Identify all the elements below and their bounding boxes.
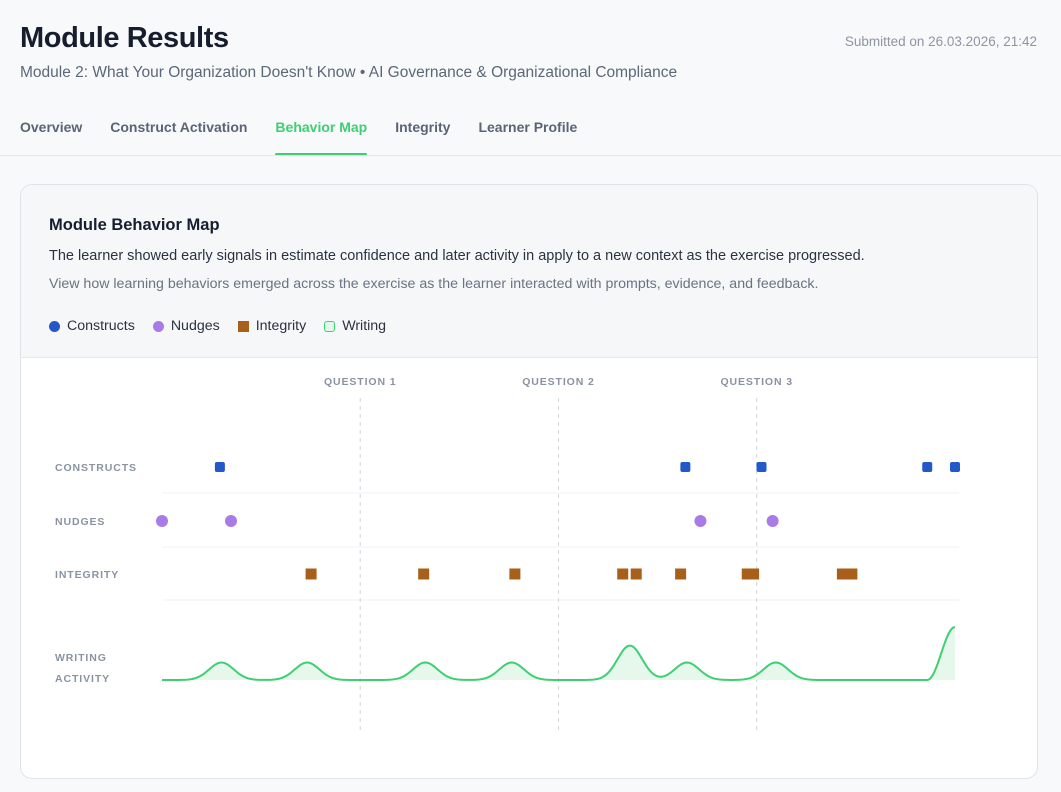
tab-overview[interactable]: Overview <box>20 119 83 135</box>
question-label-3: QUESTION 3 <box>720 376 793 388</box>
card-title: Module Behavior Map <box>49 216 220 234</box>
card-description: View how learning behaviors emerged acro… <box>49 276 819 292</box>
tabs-divider <box>0 155 1061 156</box>
question-label-1: QUESTION 1 <box>324 376 397 388</box>
writing-swatch <box>324 320 336 332</box>
construct-marker <box>950 462 960 472</box>
question-label-2: QUESTION 2 <box>522 376 595 388</box>
construct-marker <box>214 462 225 472</box>
tab-behavior-map[interactable]: Behavior Map <box>275 112 367 156</box>
legend-label-integrity: Integrity <box>255 318 307 334</box>
behavior-map-chart: QUESTION 1 QUESTION 2 QUESTION 3 CONSTRUCTS… <box>55 376 960 730</box>
integrity-marker <box>305 568 317 580</box>
card-summary: The learner showed early signals in esti… <box>49 248 865 264</box>
legend-label-nudges: Nudges <box>170 318 220 334</box>
legend-item-writing: Writing <box>324 318 386 334</box>
submitted-timestamp: Submitted on 26.03.2026, 21:42 <box>844 34 1037 49</box>
tab-bar: Overview Construct Activation Behavior M… <box>20 112 577 156</box>
integrity-marker <box>418 568 430 580</box>
construct-marker <box>680 462 691 472</box>
legend-label-constructs: Constructs <box>67 318 135 334</box>
integrity-marker <box>617 568 629 580</box>
nudge-marker <box>694 515 707 527</box>
integrity-marker <box>748 568 760 580</box>
card-header: Module Behavior Map The learner showed e… <box>21 185 1037 358</box>
nudge-marker <box>156 515 168 527</box>
lane-label-activity: ACTIVITY <box>55 673 110 685</box>
legend-item-integrity: Integrity <box>237 318 307 334</box>
legend-item-nudges: Nudges <box>152 318 220 334</box>
integrity-marker <box>509 568 521 580</box>
constructs-swatch <box>49 320 60 332</box>
construct-marker <box>756 462 767 472</box>
nudge-marker <box>766 515 779 527</box>
page-title: Module Results <box>20 22 229 54</box>
integrity-marker <box>741 568 753 580</box>
legend-label-writing: Writing <box>342 318 387 334</box>
behavior-map-card: Module Behavior Map The learner showed e… <box>20 184 1038 779</box>
tab-integrity[interactable]: Integrity <box>395 119 451 135</box>
page-subtitle: Module 2: What Your Organization Doesn't… <box>20 64 678 81</box>
nudge-marker <box>224 515 237 527</box>
tab-construct-activation[interactable]: Construct Activation <box>110 119 248 135</box>
legend-item-constructs: Constructs <box>49 318 135 334</box>
lane-label-writing: WRITING <box>55 652 107 664</box>
integrity-marker <box>836 568 848 580</box>
integrity-marker <box>846 568 858 580</box>
integrity-marker <box>675 568 687 580</box>
lane-label-nudges: NUDGES <box>55 516 105 528</box>
nudges-swatch <box>152 320 164 332</box>
tab-learner-profile[interactable]: Learner Profile <box>478 119 578 135</box>
lane-label-constructs: CONSTRUCTS <box>55 462 137 474</box>
integrity-marker <box>630 568 642 580</box>
writing-activity-line <box>162 626 956 681</box>
legend: Constructs Nudges Integrity Writing <box>49 318 386 334</box>
integrity-swatch <box>237 320 249 332</box>
construct-marker <box>922 462 933 472</box>
lane-label-integrity: INTEGRITY <box>55 569 119 581</box>
